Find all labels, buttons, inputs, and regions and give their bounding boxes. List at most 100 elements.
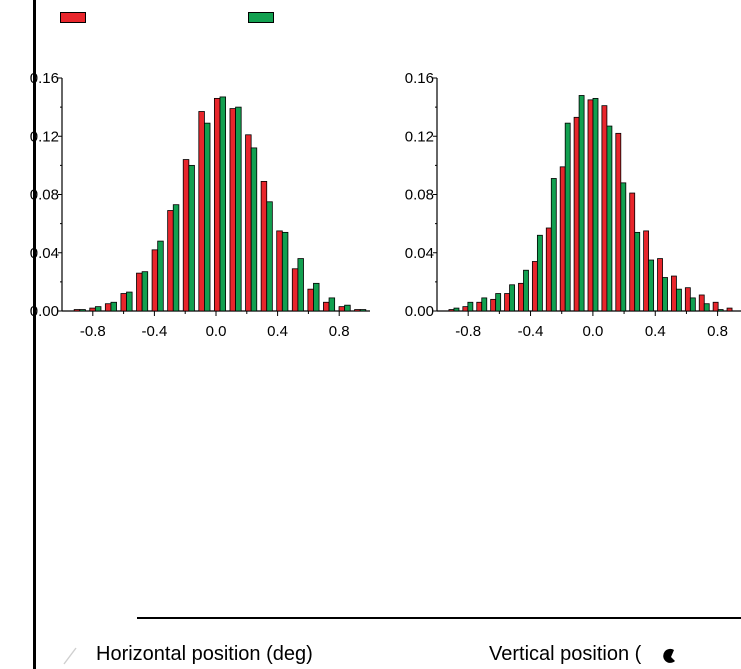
histogram-bar-red [560,167,565,311]
histogram-bar-green [345,305,351,311]
histogram-bar-green [127,292,133,311]
histogram-bar-red [230,109,236,311]
histogram-bar-green [510,285,515,311]
histogram-bar-red [699,295,704,311]
histogram-bar-red [168,211,174,311]
x-tick-label: 0.4 [645,323,666,340]
histogram-bar-green [704,304,709,311]
histogram-bar-red [449,310,454,311]
left-x-axis-label: Horizontal position (deg) [96,643,313,666]
histogram-bar-red [491,299,496,311]
histogram-bar-green [142,272,148,311]
y-tick-label: 0.08 [405,187,434,204]
histogram-bar-red [671,276,676,311]
histogram-bar-green [189,165,195,311]
histogram-bar-green [204,123,210,311]
histogram-bar-red [121,294,127,311]
histogram-bar-green [579,95,584,311]
histogram-bar-red [602,106,607,311]
histogram-bar-green [236,107,242,311]
vertical-divider-line [33,0,36,669]
histogram-bar-red [616,133,621,311]
histogram-bar-red [90,308,96,311]
histogram-bar-red [355,310,361,311]
histogram-bar-green [267,202,273,311]
histogram-bar-red [308,289,314,311]
histogram-bar-green [80,310,86,311]
histogram-bar-green [593,98,598,311]
histogram-bar-red [214,98,220,311]
y-tick-label: 0.16 [405,70,434,87]
x-tick-label: 0.0 [206,323,227,340]
histogram-bar-green [649,260,654,311]
histogram-bar-red [105,304,111,311]
histogram-bar-green [537,235,542,311]
histogram-bar-green [565,123,570,311]
histogram-bar-red [588,100,593,311]
histogram-bar-green [95,307,101,311]
histogram-bar-green [282,232,288,311]
histogram-bar-red [713,302,718,311]
x-tick-label: -0.8 [80,323,106,340]
histogram-bar-red [463,307,468,311]
histogram-bar-green [551,178,556,311]
histogram-bar-green [173,205,179,311]
right-x-axis-label: Vertical position ( [489,643,641,666]
loading-spinner-icon [662,648,678,664]
x-tick-label: 0.8 [329,323,350,340]
histogram-bar-green [607,126,612,311]
histogram-bar-red [74,310,80,311]
histogram-bar-red [277,231,283,311]
histogram-bar-green [468,302,473,311]
histogram-bar-red [644,231,649,311]
histogram-bar-red [505,294,510,311]
histogram-bar-red [685,288,690,311]
histogram-bar-green [690,298,695,311]
histogram-bar-green [621,183,626,311]
histogram-bar-red [136,273,142,311]
y-tick-label: 0.12 [405,128,434,145]
x-tick-label: 0.4 [267,323,288,340]
histogram-bar-green [251,148,257,311]
x-tick-label: 0.8 [707,323,728,340]
histogram-bar-red [546,228,551,311]
histogram-bar-green [454,308,459,311]
histogram-bar-green [663,278,668,311]
histogram-bar-red [658,259,663,311]
histogram-bar-red [630,193,635,311]
histogram-bar-red [339,307,345,311]
histogram-bar-red [183,160,189,311]
histogram-bar-red [477,302,482,311]
histogram-bar-red [323,302,329,311]
histogram-bar-red [727,308,732,311]
histogram-bar-green [718,310,723,311]
histogram-bar-red [152,250,158,311]
histogram-bar-red [261,181,267,311]
histogram-bar-red [518,283,523,311]
legend-swatch-red [60,12,86,23]
histogram-bar-green [298,259,304,311]
chart-panel-2: 0.00 0.04 0.08 0.12 0.16 -0.8 -0.4 0.0 0.4 0.8 [405,70,741,340]
x-tick-label: -0.4 [518,323,544,340]
histogram-bar-red [574,117,579,311]
histogram-bar-red [199,111,205,311]
histogram-bar-green [220,97,226,311]
y-tick-label: 0.00 [405,303,434,320]
histogram-bar-green [313,283,319,311]
histogram-bar-red [532,261,537,311]
histogram-bar-red [292,269,298,311]
histogram-bar-green [111,302,117,311]
horizontal-divider-line [137,617,741,619]
histogram-bar-green [635,232,640,311]
histogram-bar-green [158,241,164,311]
histogram-bar-green [496,294,501,311]
histogram-bar-green [523,270,528,311]
chart-panel-1: 0.00 0.04 0.08 0.12 0.16 -0.8 -0.4 0.0 0.4 0.8 [30,70,370,340]
histogram-bar-red [246,135,252,311]
histogram-bar-green [329,298,335,311]
legend-swatch-green [248,12,274,23]
x-tick-label: -0.8 [455,323,481,340]
x-tick-label: 0.0 [582,323,603,340]
y-tick-label: 0.04 [405,245,434,262]
